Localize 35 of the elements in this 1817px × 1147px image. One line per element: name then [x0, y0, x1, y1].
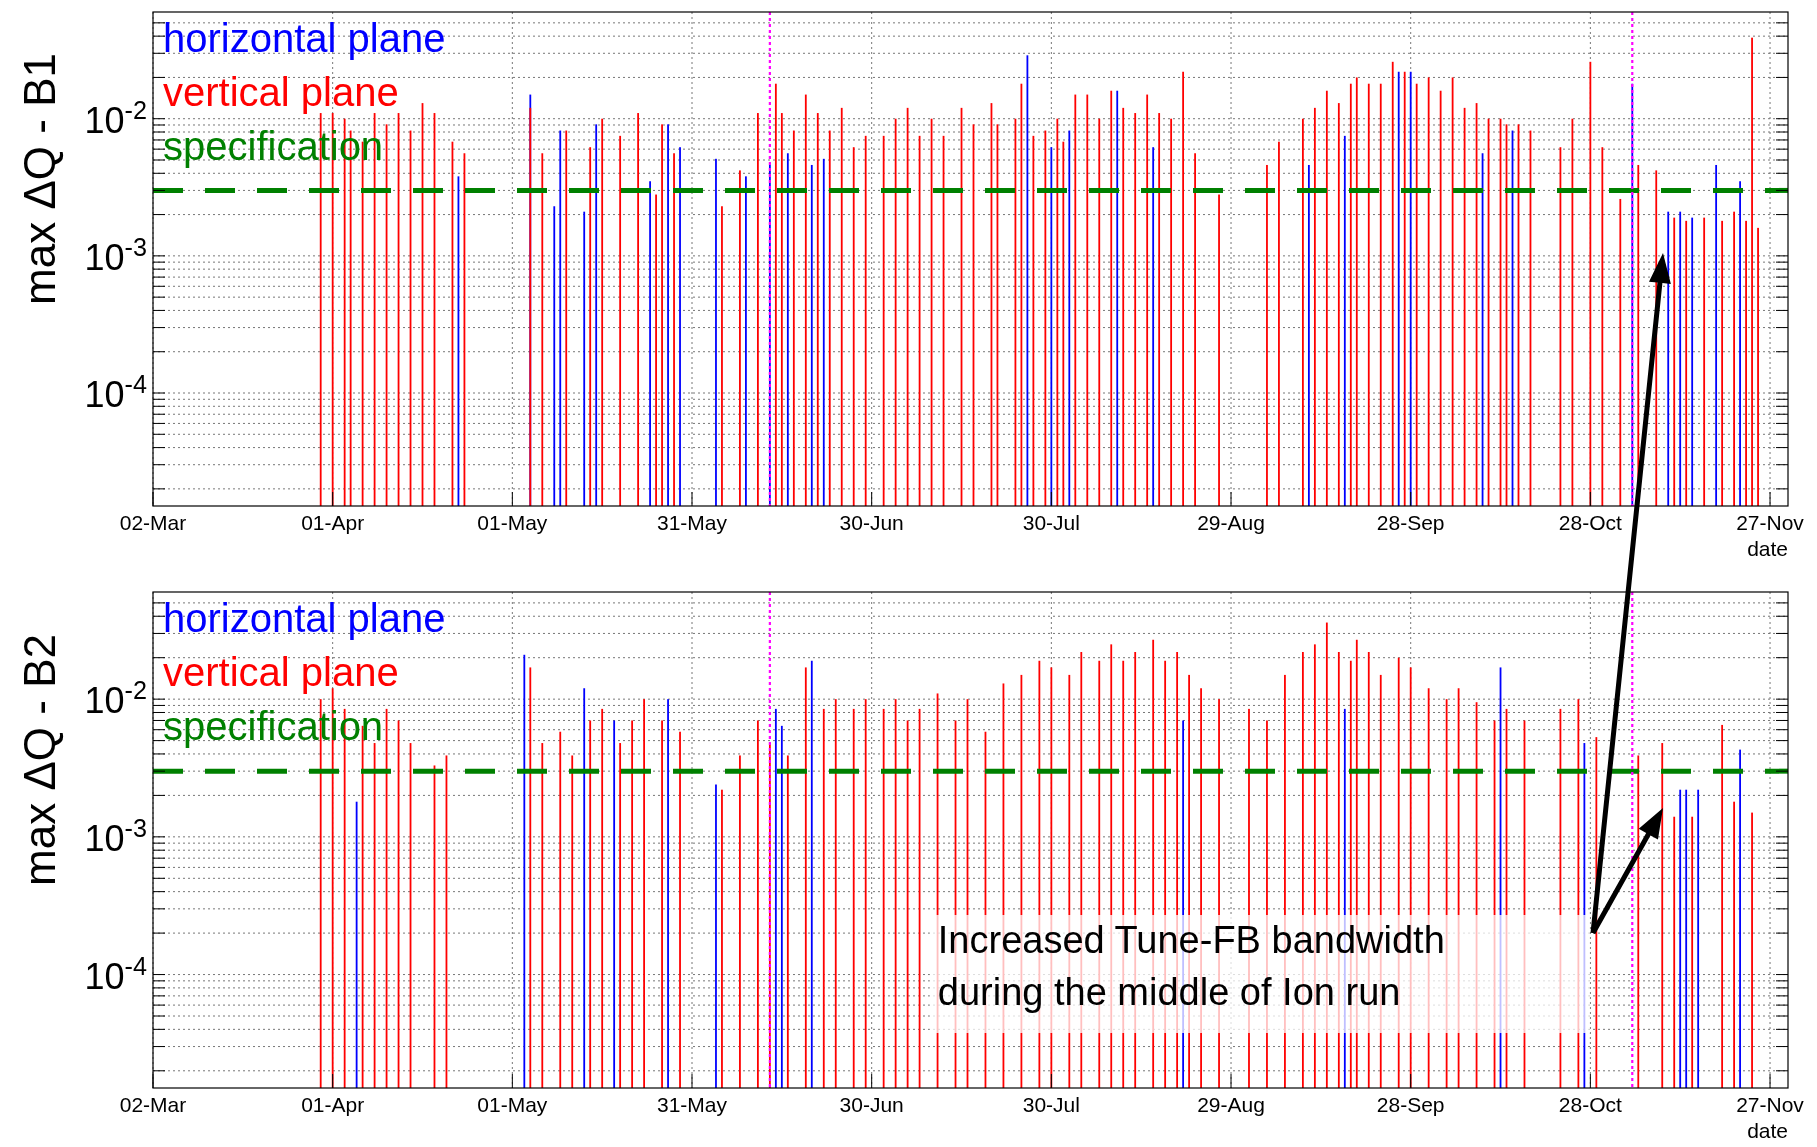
x-tick-label: 02-Mar [119, 511, 187, 534]
x-tick-label: 01-May [477, 511, 548, 534]
series-label: vertical plane [163, 70, 399, 114]
x-tick-label: 29-Aug [1197, 511, 1265, 534]
x-tick-label: 28-Sep [1376, 511, 1445, 534]
series-label: vertical plane [163, 650, 399, 694]
y-tick-label: 10$^{-2}$ [84, 95, 147, 141]
series-label: horizontal plane [163, 596, 446, 640]
x-tick-label: 01-May [477, 1093, 548, 1116]
x-tick-label: 02-Mar [119, 1093, 187, 1116]
x-tick-label: 31-May [657, 511, 728, 534]
y-tick-label: 10$^{-4}$ [84, 370, 147, 416]
x-tick-label: 28-Oct [1558, 511, 1623, 534]
x-tick-label: 27-Nov [1736, 1093, 1805, 1116]
x-tick-label: 28-Oct [1558, 1093, 1623, 1116]
x-tick-label: 27-Nov [1736, 511, 1805, 534]
x-tick-label: 28-Sep [1376, 1093, 1445, 1116]
x-tick-label: 01-Apr [301, 1093, 365, 1116]
x-tick-label: 30-Jun [839, 1093, 904, 1116]
y-axis-title: max ΔQ - B1 [15, 53, 64, 305]
x-tick-label: 31-May [657, 1093, 728, 1116]
text: horizontal plane [163, 16, 446, 60]
y-tick-label: 10$^{-2}$ [84, 676, 147, 722]
x-tick-label: 30-Jul [1022, 511, 1080, 534]
x-axis-title: date [1747, 1119, 1788, 1142]
y-tick-label: 10$^{-3}$ [84, 813, 147, 859]
y-axis-title: max ΔQ - B2 [15, 634, 64, 886]
x-tick-label: 01-Apr [301, 511, 365, 534]
x-tick-label: 30-Jun [839, 511, 904, 534]
y-tick-label: 10$^{-4}$ [84, 951, 147, 997]
x-tick-label: 30-Jul [1022, 1093, 1080, 1116]
annotation: Increased Tune-FB bandwidth during the middle of Ion run [937, 919, 1445, 1013]
x-tick-label: 29-Aug [1197, 1093, 1265, 1116]
y-tick-label: 10$^{-3}$ [84, 232, 147, 278]
x-axis-title: date [1747, 537, 1788, 560]
